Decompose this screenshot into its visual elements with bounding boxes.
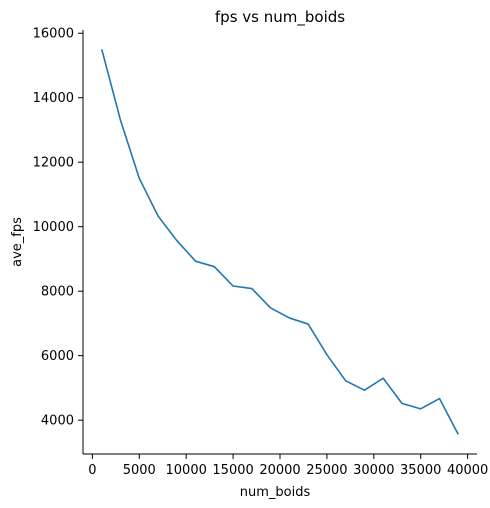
x-tick-label: 25000 <box>306 463 347 478</box>
y-tick-label: 14000 <box>33 91 74 106</box>
x-ticks: 0 5000 10000 15000 20000 25000 30000 35000 40000 <box>88 454 488 478</box>
chart-title: fps vs num_boids <box>215 8 345 27</box>
y-ticks: 4000 6000 8000 10000 12000 14000 16000 <box>33 27 83 429</box>
x-tick-label: 5000 <box>123 463 156 478</box>
y-tick-label: 16000 <box>33 27 74 42</box>
y-tick-label: 8000 <box>41 285 74 300</box>
x-tick-label: 10000 <box>166 463 207 478</box>
y-axis-label: ave_fps <box>10 217 25 267</box>
x-tick-label: 0 <box>88 463 96 478</box>
y-tick-label: 4000 <box>41 414 74 429</box>
x-tick-label: 15000 <box>212 463 253 478</box>
series-group <box>100 49 459 435</box>
series-line <box>100 49 459 435</box>
x-tick-label: 20000 <box>259 463 300 478</box>
y-tick-label: 12000 <box>33 156 74 171</box>
y-tick-label: 10000 <box>33 220 74 235</box>
x-axis-label: num_boids <box>240 485 311 500</box>
x-tick-label: 30000 <box>353 463 394 478</box>
x-tick-label: 40000 <box>447 463 488 478</box>
x-tick-label: 35000 <box>400 463 441 478</box>
plot-area: 0 5000 10000 15000 20000 25000 30000 35000 40000… <box>33 27 489 478</box>
y-tick-label: 6000 <box>41 349 74 364</box>
